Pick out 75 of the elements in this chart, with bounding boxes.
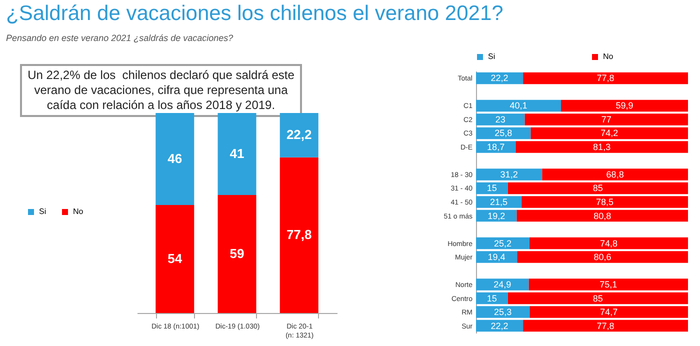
bar xyxy=(476,237,530,250)
data-label: 80,8 xyxy=(594,210,612,221)
bar xyxy=(280,157,318,313)
bar xyxy=(523,320,688,332)
data-label: 41 xyxy=(230,146,244,161)
legend-label: No xyxy=(603,52,614,61)
data-label: 22,2 xyxy=(286,127,312,142)
data-label: 59,9 xyxy=(616,100,634,111)
bar xyxy=(156,205,194,313)
data-label: 22,2 xyxy=(490,73,508,84)
data-label: 68,8 xyxy=(606,169,624,180)
data-label: 15 xyxy=(486,183,497,194)
data-label: 23 xyxy=(495,114,506,124)
data-label: 40,1 xyxy=(510,100,528,111)
data-label: 21,5 xyxy=(490,197,508,207)
bar xyxy=(530,127,688,140)
data-label: 19,4 xyxy=(488,252,506,262)
data-label: 85 xyxy=(592,183,603,194)
bar xyxy=(523,72,688,84)
data-label: 31,2 xyxy=(500,169,518,180)
bar xyxy=(516,210,688,222)
bar xyxy=(476,278,529,290)
data-label: 74,8 xyxy=(600,238,618,248)
bar xyxy=(530,306,688,318)
data-label: 85 xyxy=(592,293,603,304)
bar xyxy=(517,251,688,263)
data-label: 18,7 xyxy=(487,142,505,152)
legend-label: Si xyxy=(39,207,46,216)
data-label: 22,2 xyxy=(490,320,508,331)
data-label: 74,2 xyxy=(600,128,618,138)
data-label: 25,2 xyxy=(494,238,512,248)
data-label: 46 xyxy=(168,151,182,166)
data-label: 81,3 xyxy=(593,142,611,152)
legend-label: No xyxy=(73,207,84,216)
chart-subtitle: Pensando en este verano 2021 ¿saldrás de vacaciones? xyxy=(6,33,234,43)
bar xyxy=(476,306,530,318)
bar xyxy=(156,113,194,205)
bar xyxy=(476,141,516,153)
bar xyxy=(476,292,508,304)
bar xyxy=(508,292,688,304)
data-label: 15 xyxy=(486,293,497,304)
data-label: 25,3 xyxy=(494,307,512,318)
data-label: 78,5 xyxy=(596,197,614,207)
bar xyxy=(516,141,688,153)
bar xyxy=(218,113,256,195)
bar xyxy=(476,196,522,208)
data-label: 77,8 xyxy=(596,73,614,84)
legend-label: Si xyxy=(488,52,496,61)
bar xyxy=(508,182,688,194)
bar xyxy=(476,100,562,112)
bar xyxy=(476,168,542,180)
text: Un 22,2% de los chilenos declaró que saldrá este verano de vacaciones, cifra que representa una caída con relación a los años 2018 y 2019. xyxy=(20,64,302,117)
bar xyxy=(524,114,688,126)
chart-title: ¿Saldrán de vacaciones los chilenos el verano 2021? xyxy=(6,2,504,26)
bar xyxy=(529,237,688,250)
data-label: 77 xyxy=(601,114,612,124)
data-label: 54 xyxy=(168,251,183,266)
bar xyxy=(476,114,525,126)
data-label: 75,1 xyxy=(600,280,618,290)
bar xyxy=(528,278,688,290)
bar xyxy=(218,195,256,313)
data-label: 80,6 xyxy=(594,252,612,262)
data-label: 25,8 xyxy=(494,128,512,138)
data-label: 59 xyxy=(230,246,244,261)
data-label: 24,9 xyxy=(494,280,512,290)
data-label: 77,8 xyxy=(286,227,312,242)
bar xyxy=(542,168,688,180)
bar xyxy=(476,251,518,263)
bar xyxy=(280,113,318,158)
bar xyxy=(561,100,688,112)
data-label: 74,7 xyxy=(600,307,618,318)
bar xyxy=(476,182,508,194)
data-label: 77,8 xyxy=(596,320,614,331)
bar xyxy=(522,196,688,208)
data-label: 19,2 xyxy=(488,210,506,221)
